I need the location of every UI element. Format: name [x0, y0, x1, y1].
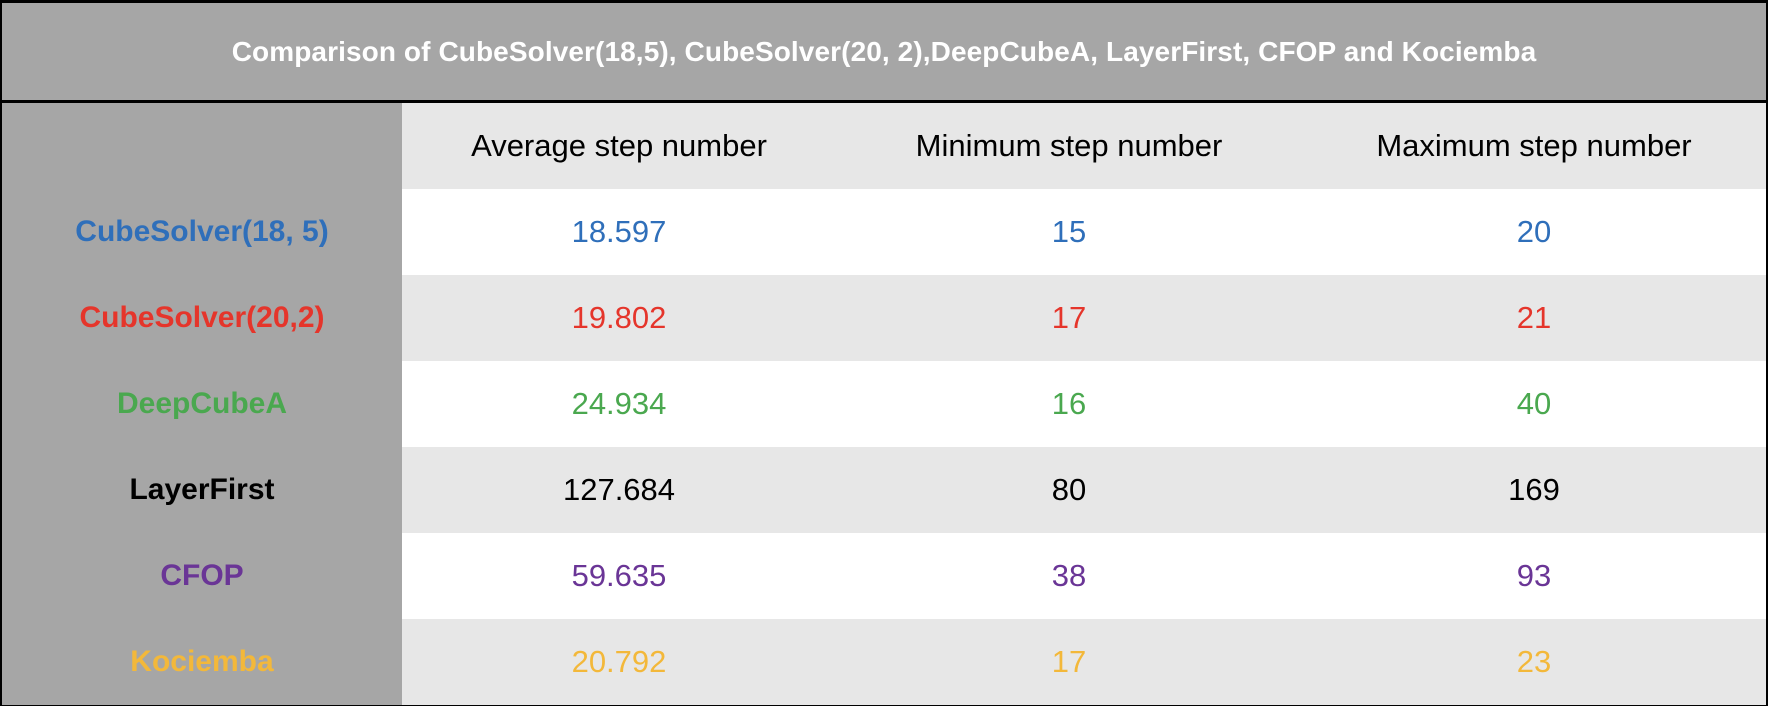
row-label: LayerFirst	[2, 447, 402, 533]
corner-cell	[2, 103, 402, 189]
table-cell: 20.792	[402, 619, 836, 705]
row-label: Kociemba	[2, 619, 402, 705]
row-label: CubeSolver(20,2)	[2, 275, 402, 361]
table-cell: 38	[836, 533, 1302, 619]
table-cell: 15	[836, 189, 1302, 275]
row-label: DeepCubeA	[2, 361, 402, 447]
table-title: Comparison of CubeSolver(18,5), CubeSolv…	[231, 35, 1537, 67]
table-cell: 40	[1302, 361, 1766, 447]
table-cell: 24.934	[402, 361, 836, 447]
row-label: CFOP	[2, 533, 402, 619]
table-cell: 80	[836, 447, 1302, 533]
column-header: Maximum step number	[1302, 103, 1766, 189]
table-cell: 17	[836, 619, 1302, 705]
table-cell: 18.597	[402, 189, 836, 275]
table-cell: 59.635	[402, 533, 836, 619]
table-cell: 21	[1302, 275, 1766, 361]
column-header: Average step number	[402, 103, 836, 189]
table-cell: 19.802	[402, 275, 836, 361]
column-header: Minimum step number	[836, 103, 1302, 189]
table-cell: 17	[836, 275, 1302, 361]
table-cell: 127.684	[402, 447, 836, 533]
table-cell: 16	[836, 361, 1302, 447]
table-grid: Average step number Minimum step number …	[2, 103, 1766, 705]
table-cell: 23	[1302, 619, 1766, 705]
table-cell: 93	[1302, 533, 1766, 619]
title-bar: Comparison of CubeSolver(18,5), CubeSolv…	[2, 3, 1766, 103]
table-cell: 169	[1302, 447, 1766, 533]
row-label: CubeSolver(18, 5)	[2, 189, 402, 275]
table-cell: 20	[1302, 189, 1766, 275]
